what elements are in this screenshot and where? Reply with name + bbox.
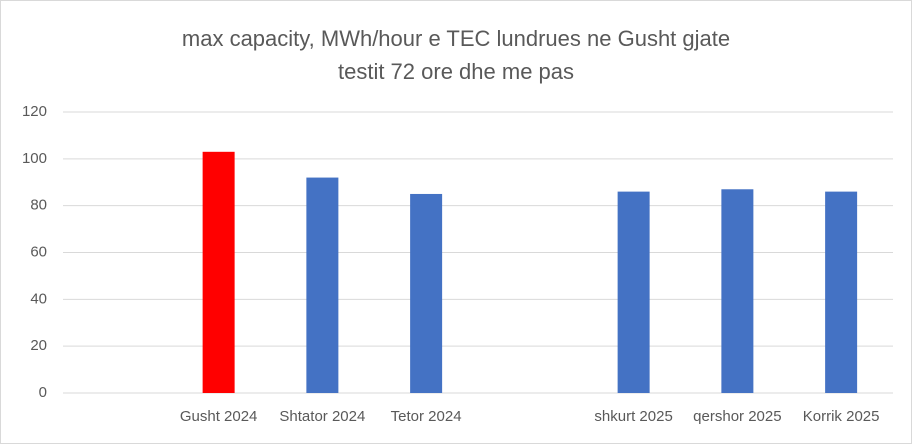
y-tick-label: 20 bbox=[30, 337, 47, 354]
bar bbox=[617, 191, 650, 393]
y-tick-label: 100 bbox=[22, 150, 47, 167]
y-tick-label: 60 bbox=[30, 243, 47, 260]
x-tick-label: Gusht 2024 bbox=[180, 408, 258, 425]
bar bbox=[825, 191, 858, 393]
y-tick-label: 80 bbox=[30, 197, 47, 214]
x-tick-label: shkurt 2025 bbox=[594, 408, 672, 425]
chart-title: testit 72 ore dhe me pas bbox=[338, 59, 574, 84]
x-tick-label: Korrik 2025 bbox=[803, 408, 880, 425]
y-tick-label: 0 bbox=[39, 384, 47, 401]
bar bbox=[410, 193, 443, 393]
bar bbox=[202, 151, 235, 393]
chart-title: max capacity, MWh/hour e TEC lundrues ne… bbox=[182, 26, 730, 51]
x-tick-label: Tetor 2024 bbox=[391, 408, 462, 425]
x-tick-label: qershor 2025 bbox=[693, 408, 781, 425]
y-tick-label: 120 bbox=[22, 103, 47, 120]
y-tick-label: 40 bbox=[30, 290, 47, 307]
bar bbox=[306, 177, 339, 393]
bar bbox=[721, 189, 754, 393]
x-tick-label: Shtator 2024 bbox=[279, 408, 365, 425]
